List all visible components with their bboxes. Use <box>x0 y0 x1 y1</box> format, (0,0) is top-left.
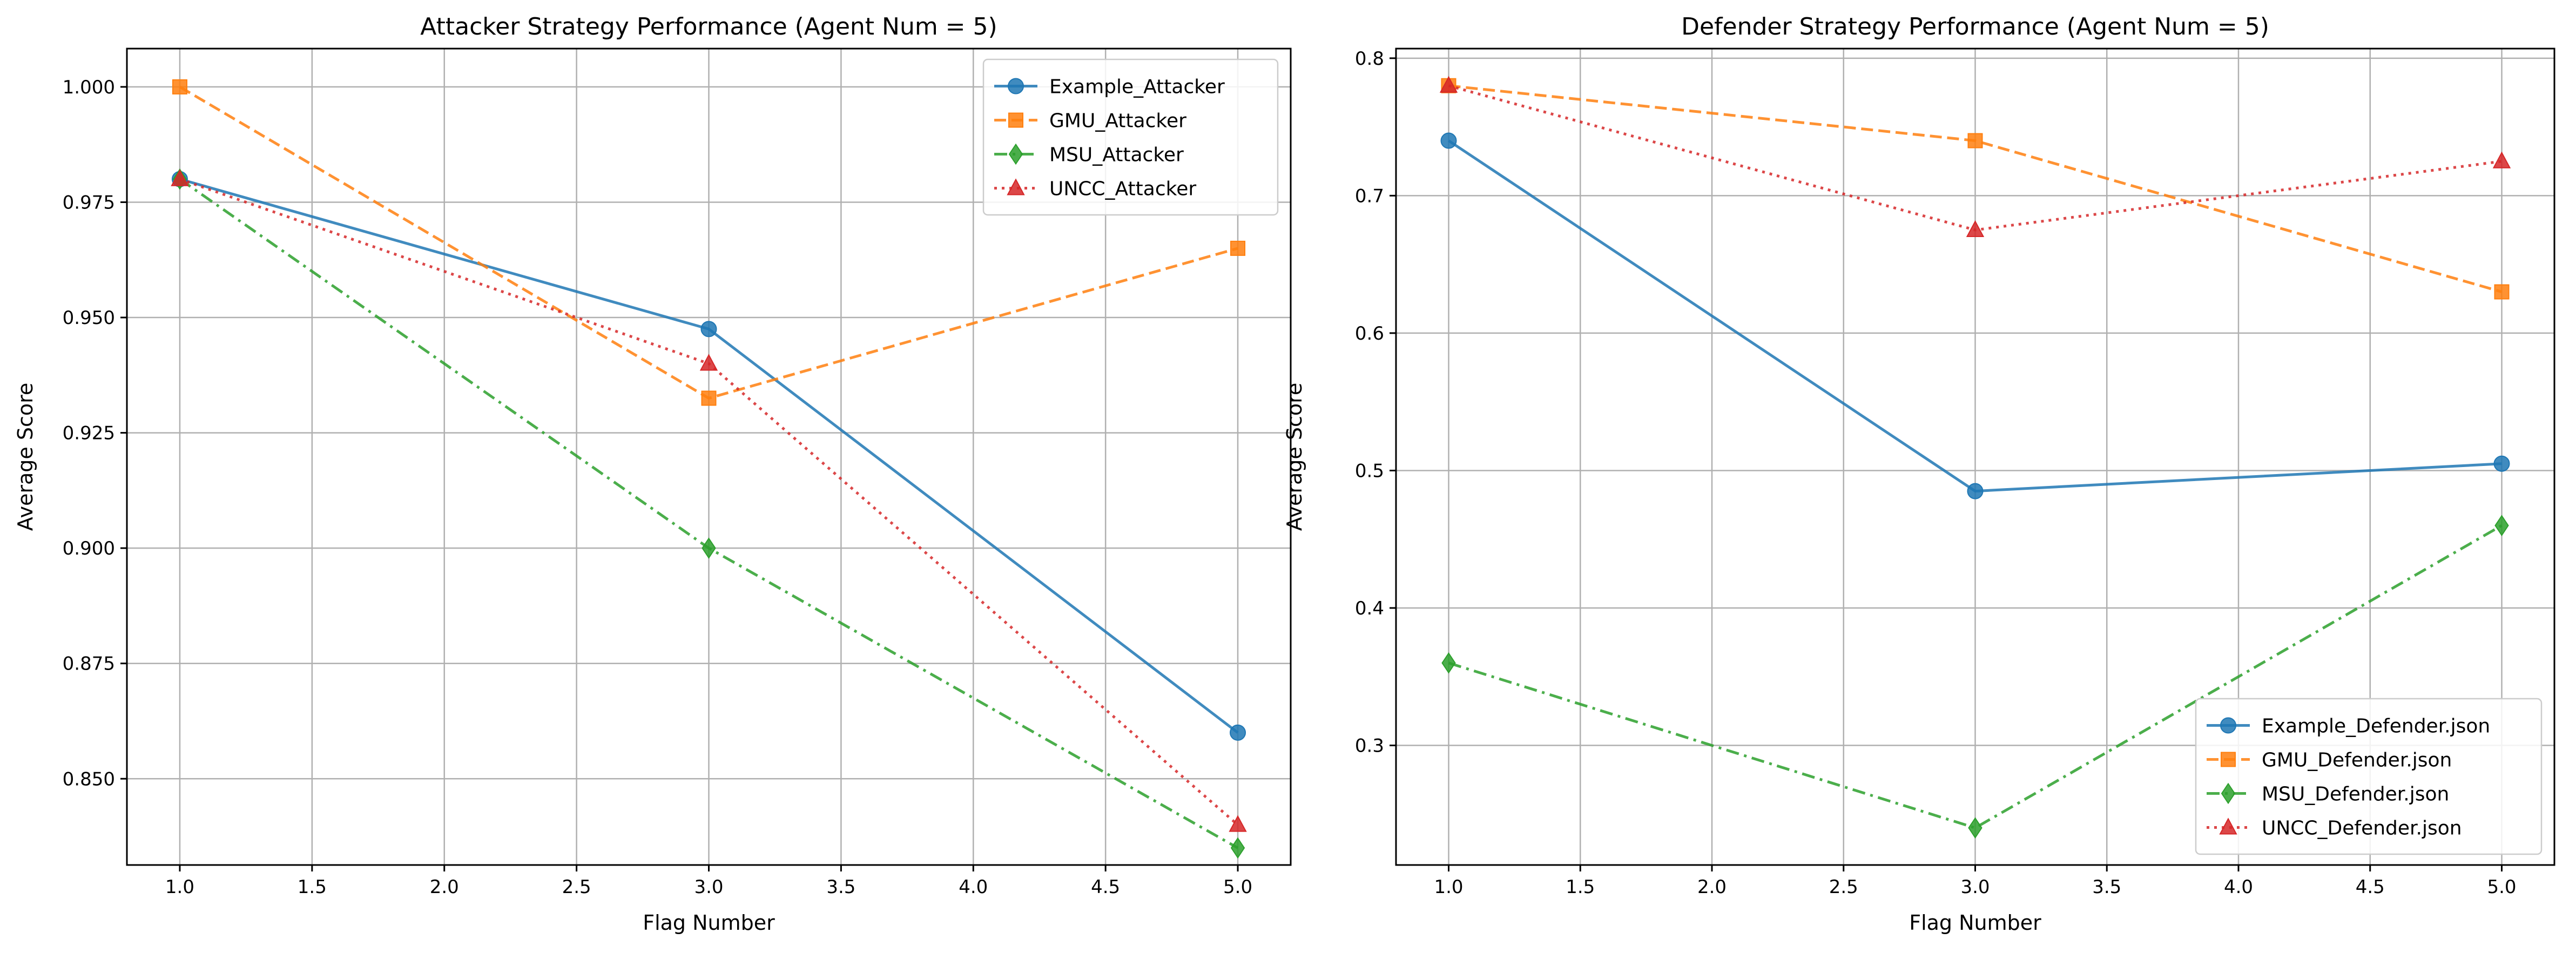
legend-box <box>982 58 1279 216</box>
x-tick-label: 4.0 <box>959 876 988 898</box>
legend-item: GMU_Attacker <box>994 110 1186 132</box>
x-tick-label: 2.0 <box>430 876 459 898</box>
legend-label: UNCC_Attacker <box>1049 178 1196 200</box>
x-tick-label: 3.5 <box>2092 876 2121 898</box>
y-tick-label: 0.7 <box>1355 185 1384 207</box>
data-point <box>1967 483 1984 499</box>
y-axis-label: Average Score <box>1283 383 1306 531</box>
y-tick-label: 0.850 <box>63 768 115 790</box>
defender-chart: 1.0 1.5 2.0 2.5 3.0 3.5 4.0 4.5 5.0 0.3 0.4 0.5 0.6 0… <box>1283 13 2555 935</box>
legend-label: MSU_Defender.json <box>2262 783 2449 806</box>
x-tick-label: 4.5 <box>2356 876 2385 898</box>
x-tick-label: 1.5 <box>298 876 327 898</box>
data-point <box>1967 133 1983 148</box>
x-tick-label: 5.0 <box>1223 876 1252 898</box>
chart-title: Attacker Strategy Performance (Agent Num… <box>420 13 997 40</box>
gridlines <box>127 49 1291 865</box>
attacker-chart: 1.0 1.5 2.0 2.5 3.0 3.5 4.0 4.5 5.0 0.850 0.875 0.9… <box>14 13 1292 935</box>
legend-marker <box>2221 782 2236 805</box>
legend-marker <box>1008 112 1023 128</box>
data-point <box>2494 284 2510 300</box>
y-tick-label: 0.900 <box>63 538 115 559</box>
legend-item: UNCC_Defender.json <box>2207 817 2462 840</box>
y-tick-label: 0.975 <box>63 192 115 213</box>
legend-label: MSU_Attacker <box>1049 144 1184 166</box>
x-tick-label: 2.5 <box>1829 876 1858 898</box>
legend-marker <box>1007 178 1025 195</box>
series-UNCC_Defender.json <box>1439 76 2511 237</box>
x-tick-label: 5.0 <box>2487 876 2516 898</box>
x-tick-label: 3.5 <box>826 876 855 898</box>
y-axis-label: Average Score <box>14 383 37 531</box>
y-tick-label: 0.4 <box>1355 598 1384 619</box>
legend-box <box>2195 698 2543 855</box>
x-axis-label: Flag Number <box>1909 911 2041 935</box>
data-point <box>700 321 717 337</box>
series-MSU_Defender.json <box>1441 515 2509 839</box>
legend-label: UNCC_Defender.json <box>2262 817 2462 840</box>
x-tick-label: 2.0 <box>1697 876 1727 898</box>
series-GMU_Attacker <box>172 79 1246 406</box>
y-tick-label: 0.875 <box>63 653 115 675</box>
series-Example_Defender.json <box>1440 132 2510 499</box>
y-tick-label: 0.8 <box>1355 48 1384 70</box>
data-point <box>1230 837 1245 859</box>
data-point <box>702 537 716 559</box>
data-point <box>1229 815 1247 832</box>
legend-marker <box>2221 752 2236 767</box>
data-point <box>172 79 187 94</box>
legend-item: MSU_Defender.json <box>2207 782 2449 806</box>
series-line <box>1448 524 2503 829</box>
legend-label: GMU_Attacker <box>1049 110 1186 132</box>
data-point <box>1966 220 1985 237</box>
x-tick-label: 2.5 <box>562 876 591 898</box>
legend-label: GMU_Defender.json <box>2262 749 2452 772</box>
y-tick-label: 0.3 <box>1355 735 1384 757</box>
x-tick-label: 3.0 <box>1960 876 1990 898</box>
data-point <box>2493 455 2510 472</box>
data-point <box>701 390 717 406</box>
x-tick-label: 1.0 <box>1434 876 1463 898</box>
data-point <box>2492 151 2511 168</box>
data-point <box>171 169 189 186</box>
series-UNCC_Attacker <box>171 169 1247 832</box>
legend-marker <box>1008 143 1023 165</box>
data-point <box>1439 76 1458 93</box>
legend-marker <box>2220 717 2236 734</box>
x-tick-label: 1.0 <box>165 876 194 898</box>
x-tick-label: 3.0 <box>694 876 723 898</box>
data-point <box>1440 132 1457 149</box>
x-axis-label: Flag Number <box>643 911 775 935</box>
data-point <box>1968 817 1982 839</box>
data-point <box>2494 515 2509 537</box>
legend: Example_Defender.json GMU_Defender.json MS… <box>2195 698 2543 855</box>
x-tick-label: 4.0 <box>2224 876 2253 898</box>
legend-item: UNCC_Attacker <box>994 178 1196 200</box>
y-tick-label: 0.6 <box>1355 323 1384 344</box>
legend-label: Example_Defender.json <box>2262 715 2490 738</box>
legend-item: GMU_Defender.json <box>2207 749 2452 772</box>
data-point <box>1441 652 1456 674</box>
legend: Example_Attacker GMU_Attacker MSU_Attacker… <box>982 58 1279 216</box>
y-tick-label: 0.5 <box>1355 460 1384 482</box>
x-tick-label: 4.5 <box>1091 876 1120 898</box>
legend-item: Example_Defender.json <box>2207 715 2490 738</box>
data-point <box>1230 240 1246 256</box>
legend-label: Example_Attacker <box>1049 76 1225 98</box>
legend-item: Example_Attacker <box>994 76 1225 98</box>
legend-marker <box>1008 78 1024 94</box>
data-point <box>699 354 718 371</box>
legend-marker <box>2219 817 2237 835</box>
x-tick-label: 1.5 <box>1566 876 1595 898</box>
series-MSU_Attacker <box>172 168 1245 859</box>
y-tick-label: 1.000 <box>63 77 115 98</box>
data-point <box>1230 724 1246 741</box>
y-tick-label: 0.925 <box>63 423 115 444</box>
chart-title: Defender Strategy Performance (Agent Num… <box>1681 13 2269 40</box>
legend-item: MSU_Attacker <box>994 143 1184 166</box>
y-tick-label: 0.950 <box>63 307 115 329</box>
